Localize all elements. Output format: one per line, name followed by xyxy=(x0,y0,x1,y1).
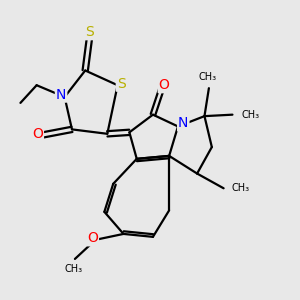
Text: N: N xyxy=(178,116,188,130)
Text: CH₃: CH₃ xyxy=(241,110,260,120)
Text: S: S xyxy=(117,77,125,91)
Text: N: N xyxy=(56,88,66,102)
Text: CH₃: CH₃ xyxy=(232,183,250,193)
Text: CH₃: CH₃ xyxy=(198,72,217,82)
Text: S: S xyxy=(85,25,94,39)
Text: O: O xyxy=(87,231,98,245)
Text: CH₃: CH₃ xyxy=(64,264,82,274)
Text: O: O xyxy=(159,78,170,92)
Text: O: O xyxy=(32,127,43,141)
